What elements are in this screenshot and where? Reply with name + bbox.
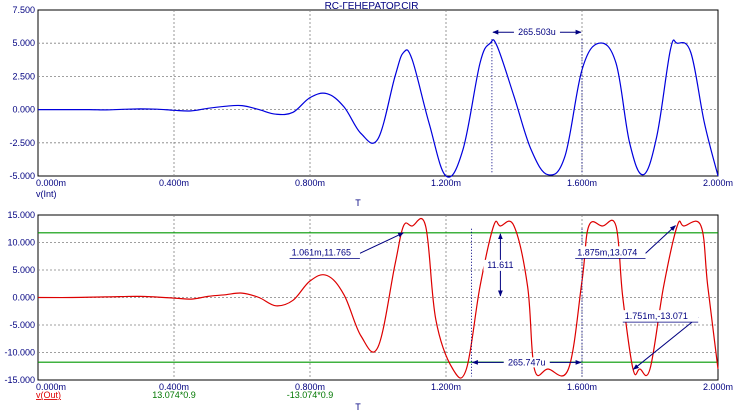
top-dim-label-bg (513, 27, 560, 38)
top-x-axis-label: T (355, 198, 361, 208)
bottom-point-label-bg (622, 310, 699, 323)
bottom-point-label: 1.875m,13.074 (577, 247, 637, 257)
top-dim-label: 265.503u (518, 27, 556, 37)
top-y-tick-label: -2.500 (9, 138, 35, 148)
bottom-y-tick-label: -15.000 (4, 375, 35, 385)
top-x-tick-label: 1.200m (431, 178, 461, 188)
bottom-x-tick-label: 1.200m (431, 382, 461, 392)
bottom-point-arrow (359, 232, 405, 254)
bottom-ref-label-positive: 13.074*0.9 (152, 390, 196, 400)
top-y-tick-label: -5.000 (9, 171, 35, 181)
bottom-point-label-bg (289, 246, 360, 259)
bottom-point-label: 1.751m,-13.071 (625, 311, 688, 321)
top-x-tick-label: 0.000m (36, 178, 66, 188)
bottom-y-tick-label: -5.000 (9, 320, 35, 330)
top-y-tick-label: 2.500 (12, 71, 35, 81)
bottom-point-label-bg (575, 246, 646, 259)
bottom-y-tick-label: 0.000 (12, 293, 35, 303)
top-y-tick-label: 0.000 (12, 105, 35, 115)
bottom-vdim-label: 11.611 (487, 260, 513, 270)
bottom-point-arrow (645, 225, 676, 254)
bottom-series-line (37, 218, 719, 379)
bottom-y-tick-label: 15.000 (7, 210, 35, 220)
bottom-x-tick-label: 1.600m (567, 382, 597, 392)
bottom-dim-label-bg (503, 357, 550, 368)
bottom-vdim-label-bg (483, 259, 518, 271)
top-x-tick-label: 0.800m (295, 178, 325, 188)
bottom-series-label: v(Out) (36, 390, 61, 400)
bottom-point-arrow (632, 316, 699, 370)
bottom-dim-label: 265.747u (508, 357, 546, 367)
bottom-y-tick-label: 5.000 (12, 265, 35, 275)
top-y-tick-label: 5.000 (12, 38, 35, 48)
bottom-x-axis-label: T (355, 402, 361, 412)
top-y-tick-label: 7.500 (12, 5, 35, 15)
top-x-tick-label: 2.000m (703, 178, 733, 188)
top-plot-frame (37, 9, 719, 177)
bottom-x-tick-label: 2.000m (703, 382, 733, 392)
bottom-y-tick-label: -10.000 (4, 348, 35, 358)
top-series-line (38, 39, 719, 178)
bottom-x-tick-label: 0.400m (159, 382, 189, 392)
bottom-ref-label-negative: -13.074*0.9 (287, 390, 334, 400)
top-series-label: v(Int) (36, 189, 57, 199)
chart-title: RC-ГЕНЕРАТОР.CIR (324, 1, 419, 12)
bottom-y-tick-label: 10.000 (7, 238, 35, 248)
bottom-point-label: 1.061m,11.765 (292, 247, 351, 257)
bottom-x-tick-label: 0.000m (36, 382, 66, 392)
bottom-x-tick-label: 0.800m (295, 382, 325, 392)
top-x-tick-label: 1.600m (567, 178, 597, 188)
top-x-tick-label: 0.400m (159, 178, 189, 188)
